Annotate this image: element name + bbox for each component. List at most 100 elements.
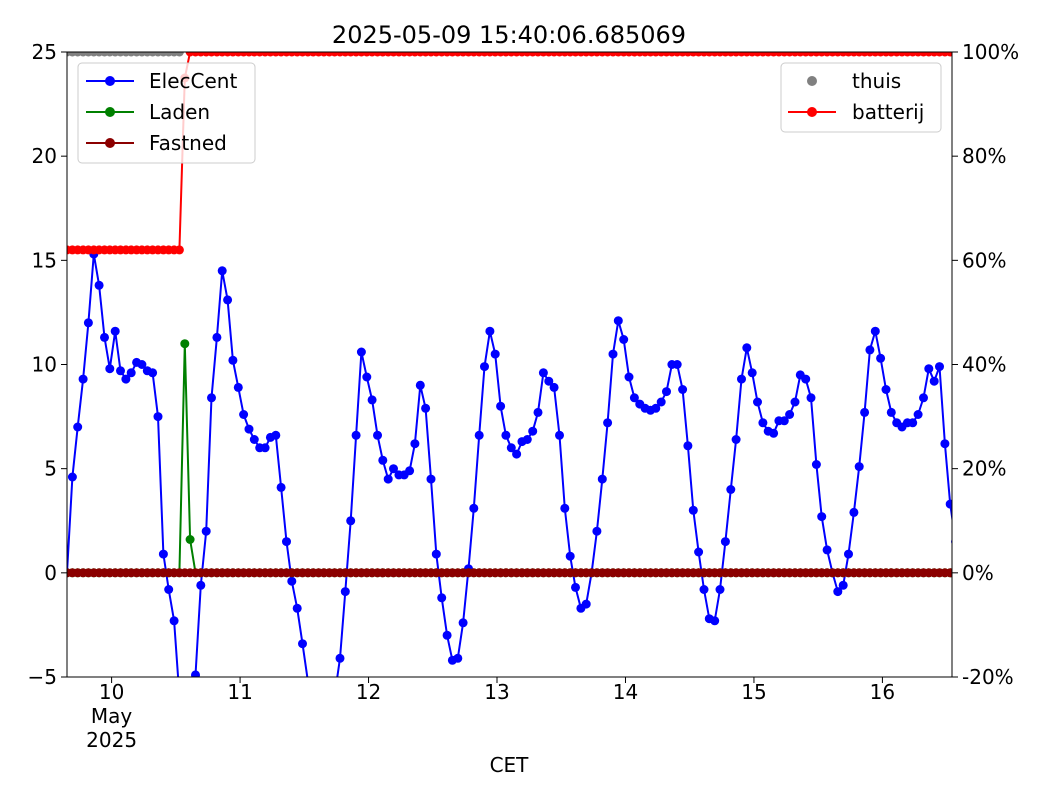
eleccent-point (929, 376, 939, 386)
eleccent-point (624, 372, 634, 382)
eleccent-point (158, 549, 168, 559)
legend-fastned-marker (105, 138, 115, 148)
x-tick-label: 12 (356, 680, 381, 704)
eleccent-point (201, 526, 211, 536)
y-left-tick-label: 0 (44, 561, 57, 585)
eleccent-point (908, 418, 918, 428)
eleccent-point (239, 410, 249, 419)
y-right-tick-label: 20% (962, 457, 1006, 481)
eleccent-point (919, 393, 928, 403)
eleccent-point (469, 503, 479, 513)
eleccent-point (298, 639, 307, 649)
eleccent-point (356, 347, 366, 357)
eleccent-point (849, 507, 859, 517)
legend-fastned-label: Fastned (149, 131, 227, 155)
eleccent-point (656, 397, 666, 407)
eleccent-point (522, 435, 532, 444)
eleccent-point (116, 366, 125, 376)
eleccent-point (806, 393, 816, 403)
eleccent-point (731, 435, 741, 444)
eleccent-point (860, 407, 870, 417)
eleccent-point (105, 364, 115, 374)
y-right-tick-label: 100% (962, 40, 1019, 64)
y-right-tick-label: 80% (962, 144, 1006, 168)
eleccent-point (838, 580, 848, 590)
eleccent-point (651, 403, 661, 413)
x-tick-label: 16 (870, 680, 895, 704)
eleccent-point (426, 474, 436, 484)
eleccent-point (688, 505, 698, 515)
series-batterij (67, 52, 952, 255)
y-left-tick-label: 15 (32, 248, 57, 272)
eleccent-point (223, 295, 233, 305)
eleccent-point (512, 449, 522, 459)
eleccent-point (870, 326, 880, 336)
batterij-point (945, 52, 952, 57)
eleccent-point (212, 332, 222, 342)
eleccent-point (421, 403, 431, 413)
batterij-point (174, 245, 184, 255)
eleccent-point (110, 326, 120, 336)
legend-thuis-marker (807, 76, 817, 86)
eleccent-point (935, 362, 944, 372)
eleccent-point (73, 422, 83, 432)
eleccent-point (538, 368, 548, 378)
y-left-tick-label: 25 (32, 40, 57, 64)
x-tick-label: 11 (227, 680, 252, 704)
legend-left-box (77, 62, 256, 164)
eleccent-point (260, 443, 270, 453)
fastned-point (945, 568, 952, 578)
eleccent-point (506, 443, 516, 453)
eleccent-point (881, 385, 891, 394)
y-left-tick-label: 20 (32, 144, 57, 168)
eleccent-point (442, 630, 452, 640)
eleccent-point (378, 455, 388, 465)
legend-right-box (780, 62, 942, 133)
eleccent-point (78, 374, 88, 384)
eleccent-point (715, 585, 725, 594)
eleccent-point (67, 472, 77, 482)
eleccent-point (121, 374, 131, 384)
eleccent-point (292, 603, 302, 613)
eleccent-point (153, 412, 163, 422)
eleccent-point (603, 418, 613, 428)
eleccent-point (207, 393, 216, 403)
eleccent-point (608, 349, 618, 359)
eleccent-point (662, 387, 671, 397)
eleccent-point (196, 580, 206, 590)
eleccent-point (346, 516, 356, 526)
eleccent-point (94, 280, 104, 290)
eleccent-point (453, 653, 463, 663)
thuis-point (174, 52, 184, 57)
eleccent-point (474, 430, 484, 440)
x-tick-label: 15 (741, 680, 766, 704)
eleccent-point (672, 360, 682, 369)
eleccent-point (137, 360, 147, 369)
eleccent-point (854, 462, 864, 472)
series-eleccent (67, 249, 952, 677)
legend-laden-marker (105, 107, 115, 117)
legend-eleccent-label: ElecCent (149, 69, 237, 93)
eleccent-point (737, 374, 746, 384)
eleccent-point (811, 460, 821, 469)
x-tick-label: May (91, 704, 133, 728)
y-left-tick-label: 10 (32, 353, 57, 377)
eleccent-point (876, 353, 886, 363)
eleccent-point (758, 418, 768, 428)
eleccent-point (597, 474, 607, 484)
eleccent-point (501, 430, 511, 440)
eleccent-point (373, 430, 382, 440)
eleccent-point (801, 374, 811, 384)
eleccent-point (817, 512, 827, 522)
eleccent-point (437, 593, 447, 603)
eleccent-point (351, 430, 361, 440)
eleccent-point (753, 397, 762, 407)
eleccent-point (940, 439, 950, 449)
eleccent-point (335, 653, 345, 663)
y-right-tick-label: -20% (962, 665, 1014, 689)
eleccent-point (560, 503, 570, 513)
eleccent-point (592, 526, 602, 536)
eleccent-point (485, 326, 495, 336)
eleccent-point (924, 364, 934, 374)
eleccent-point (191, 670, 200, 677)
